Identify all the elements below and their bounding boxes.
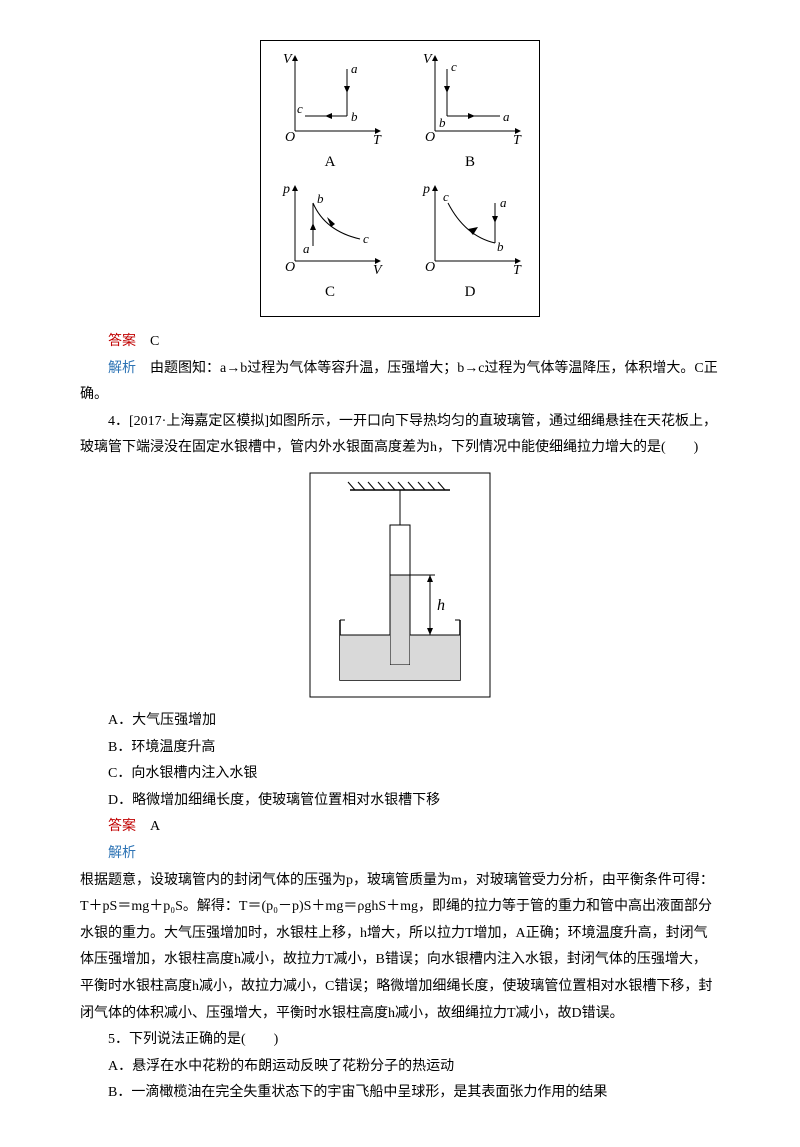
svg-text:c: c xyxy=(297,101,303,116)
svg-text:O: O xyxy=(425,130,435,145)
answer-value-3: C xyxy=(150,334,159,349)
svg-text:c: c xyxy=(363,231,369,246)
panel-b: V T O c b a B xyxy=(415,51,525,177)
svg-text:b: b xyxy=(317,191,324,206)
panel-d: p T O a b c D xyxy=(415,181,525,307)
graph-a: V T O a b c xyxy=(275,51,385,146)
panel-label-b: B xyxy=(465,148,475,177)
answer-4: 答案 A xyxy=(80,814,720,841)
figure-four-panels: V T O a b c A V T O xyxy=(260,40,540,317)
q5-option-b: B．一滴橄榄油在完全失重状态下的宇宙飞船中呈球形，是其表面张力作用的结果 xyxy=(80,1080,720,1107)
svg-text:a: a xyxy=(503,109,510,124)
panel-label-d: D xyxy=(465,278,476,307)
answer-label-4: 答案 xyxy=(108,819,136,834)
svg-text:a: a xyxy=(351,61,358,76)
svg-text:b: b xyxy=(351,109,358,124)
analysis-4-label: 解析 xyxy=(80,841,720,868)
svg-text:b: b xyxy=(439,115,446,130)
axis-y-a: V xyxy=(283,52,293,67)
h-label: h xyxy=(437,597,445,614)
analysis-4-text: 根据题意，设玻璃管内的封闭气体的压强为p，玻璃管质量为m，对玻璃管受力分析，由平… xyxy=(80,868,720,1028)
answer-3: 答案 C xyxy=(80,329,720,356)
q4-option-c: C．向水银槽内注入水银 xyxy=(80,761,720,788)
svg-text:b: b xyxy=(497,239,504,254)
analysis-label-3: 解析 xyxy=(108,361,136,376)
q4-option-b: B．环境温度升高 xyxy=(80,735,720,762)
svg-text:O: O xyxy=(425,260,435,275)
analysis-3: 解析 由题图知：a→b过程为气体等容升温，压强增大；b→c过程为气体等温降压，体… xyxy=(80,356,720,409)
panel-label-c: C xyxy=(325,278,335,307)
figure-mercury-tube: h xyxy=(300,470,500,700)
q4-option-d: D．略微增加细绳长度，使玻璃管位置相对水银槽下移 xyxy=(80,788,720,815)
svg-text:a: a xyxy=(500,195,507,210)
svg-text:c: c xyxy=(451,59,457,74)
svg-text:c: c xyxy=(443,189,449,204)
svg-text:T: T xyxy=(513,263,522,276)
graph-c: p V O a b c xyxy=(275,181,385,276)
q5-option-a: A．悬浮在水中花粉的布朗运动反映了花粉分子的热运动 xyxy=(80,1054,720,1081)
svg-text:p: p xyxy=(422,182,430,197)
svg-text:O: O xyxy=(285,130,295,145)
analysis-text-3: 由题图知：a→b过程为气体等容升温，压强增大；b→c过程为气体等温降压，体积增大… xyxy=(80,361,718,403)
svg-text:V: V xyxy=(423,52,433,67)
svg-text:a: a xyxy=(303,241,310,256)
answer-value-4: A xyxy=(150,819,160,834)
q4-option-a: A．大气压强增加 xyxy=(80,708,720,735)
panel-a: V T O a b c A xyxy=(275,51,385,177)
axis-x-a: T xyxy=(373,133,382,146)
svg-text:T: T xyxy=(513,133,522,146)
question-4: 4．[2017·上海嘉定区模拟]如图所示，一开口向下导热均匀的直玻璃管，通过细绳… xyxy=(80,409,720,462)
graph-b: V T O c b a xyxy=(415,51,525,146)
panel-c: p V O a b c C xyxy=(275,181,385,307)
answer-label-3: 答案 xyxy=(108,334,136,349)
graph-d: p T O a b c xyxy=(415,181,525,276)
question-5: 5．下列说法正确的是( ) xyxy=(80,1027,720,1054)
svg-text:p: p xyxy=(282,182,290,197)
panel-label-a: A xyxy=(325,148,336,177)
svg-text:V: V xyxy=(373,263,383,276)
svg-text:O: O xyxy=(285,260,295,275)
